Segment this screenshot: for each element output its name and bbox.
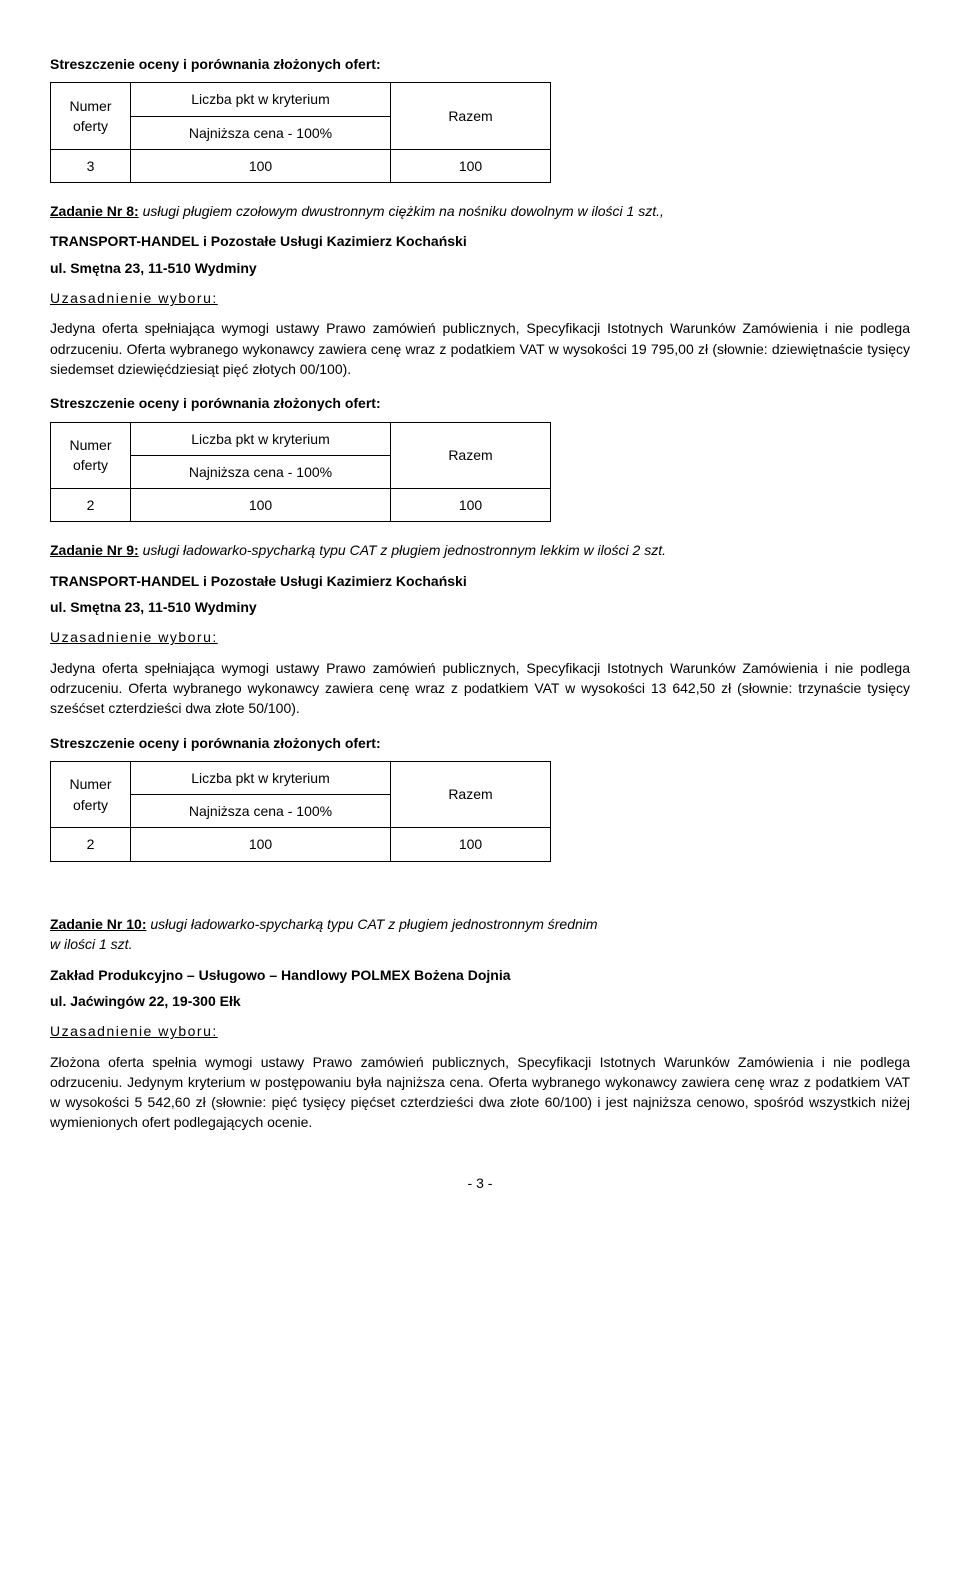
- table-row: 3 100 100: [51, 149, 551, 182]
- offer-table-3: Numer oferty Liczba pkt w kryterium Raze…: [50, 761, 551, 862]
- task9-desc: usługi ładowarko-spycharką typu CAT z pł…: [139, 542, 666, 558]
- task10-desc: usługi ładowarko-spycharką typu CAT z pł…: [146, 916, 597, 932]
- task10-justification: Złożona oferta spełnia wymogi ustawy Pra…: [50, 1052, 910, 1133]
- th-crit-l2: Najniższa cena - 100%: [131, 795, 391, 828]
- summary-heading-2: Streszczenie oceny i porównania złożonyc…: [50, 393, 910, 413]
- task8-label: Zadanie Nr 8:: [50, 203, 139, 219]
- th-num: Numer oferty: [51, 761, 131, 828]
- table-row: 2 100 100: [51, 828, 551, 861]
- summary-heading-1: Streszczenie oceny i porównania złożonyc…: [50, 54, 910, 74]
- summary-heading-3: Streszczenie oceny i porównania złożonyc…: [50, 733, 910, 753]
- task9-label: Zadanie Nr 9:: [50, 542, 139, 558]
- task9-line: Zadanie Nr 9: usługi ładowarko-spycharką…: [50, 540, 910, 560]
- cell-pts: 100: [131, 149, 391, 182]
- offer-table-2: Numer oferty Liczba pkt w kryterium Raze…: [50, 422, 551, 523]
- th-crit-l1: Liczba pkt w kryterium: [131, 761, 391, 794]
- cell-num: 2: [51, 828, 131, 861]
- task8-uzas-label: Uzasadnienie wyboru:: [50, 288, 910, 308]
- table-row: 2 100 100: [51, 489, 551, 522]
- task8-justification: Jedyna oferta spełniająca wymogi ustawy …: [50, 318, 910, 379]
- cell-num: 3: [51, 149, 131, 182]
- th-num-l1: Numer: [69, 98, 111, 114]
- cell-sum: 100: [391, 489, 551, 522]
- th-sum: Razem: [391, 422, 551, 489]
- task10-company-l1: Zakład Produkcyjno – Usługowo – Handlowy…: [50, 965, 910, 985]
- cell-pts: 100: [131, 489, 391, 522]
- task9-uzas-label: Uzasadnienie wyboru:: [50, 627, 910, 647]
- task10-line: Zadanie Nr 10: usługi ładowarko-spychark…: [50, 914, 910, 955]
- task10-uzas-label: Uzasadnienie wyboru:: [50, 1021, 910, 1041]
- th-num: Numer oferty: [51, 422, 131, 489]
- th-num: Numer oferty: [51, 83, 131, 150]
- cell-num: 2: [51, 489, 131, 522]
- cell-sum: 100: [391, 828, 551, 861]
- th-crit-l2: Najniższa cena - 100%: [131, 116, 391, 149]
- task8-desc: usługi pługiem czołowym dwustronnym cięż…: [139, 203, 664, 219]
- th-crit-l2: Najniższa cena - 100%: [131, 455, 391, 488]
- task8-company-l2: ul. Smętna 23, 11-510 Wydminy: [50, 258, 910, 278]
- task9-company-l2: ul. Smętna 23, 11-510 Wydminy: [50, 597, 910, 617]
- offer-table-1: Numer oferty Liczba pkt w kryterium Raze…: [50, 82, 551, 183]
- cell-sum: 100: [391, 149, 551, 182]
- task10-company-l2: ul. Jaćwingów 22, 19-300 Ełk: [50, 991, 910, 1011]
- task10-label: Zadanie Nr 10:: [50, 916, 146, 932]
- th-crit-l1: Liczba pkt w kryterium: [131, 83, 391, 116]
- task8-company-l1: TRANSPORT-HANDEL i Pozostałe Usługi Kazi…: [50, 231, 910, 251]
- task10-desc2: w ilości 1 szt.: [50, 936, 132, 952]
- cell-pts: 100: [131, 828, 391, 861]
- task9-company-l1: TRANSPORT-HANDEL i Pozostałe Usługi Kazi…: [50, 571, 910, 591]
- th-num-l2: oferty: [73, 118, 108, 134]
- th-sum: Razem: [391, 83, 551, 150]
- task9-justification: Jedyna oferta spełniająca wymogi ustawy …: [50, 658, 910, 719]
- task8-line: Zadanie Nr 8: usługi pługiem czołowym dw…: [50, 201, 910, 221]
- page-number: - 3 -: [50, 1173, 910, 1193]
- th-sum: Razem: [391, 761, 551, 828]
- th-crit-l1: Liczba pkt w kryterium: [131, 422, 391, 455]
